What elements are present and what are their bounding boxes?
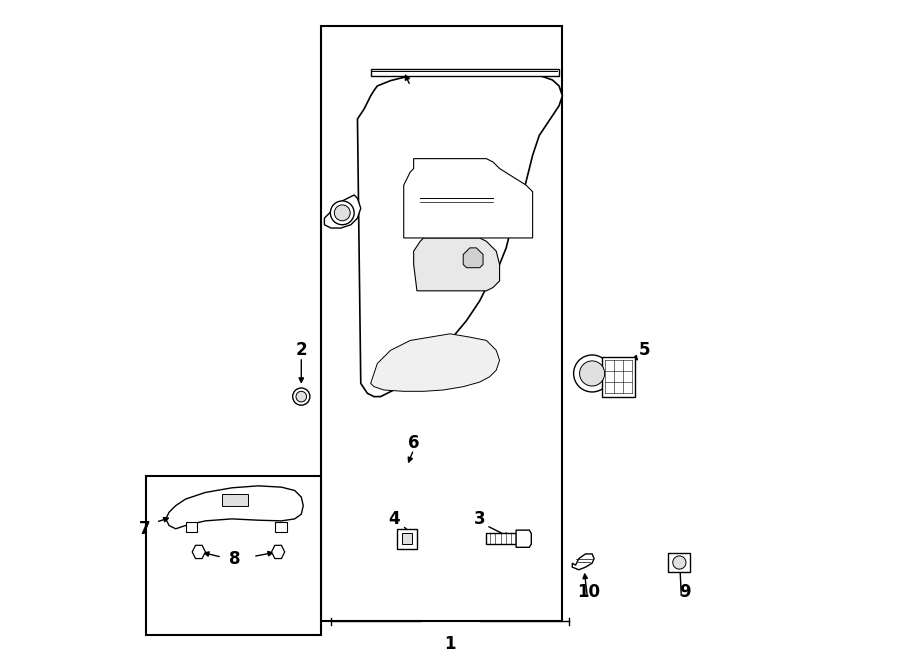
Bar	[222, 494, 248, 506]
Text: 5: 5	[639, 341, 651, 360]
Polygon shape	[464, 248, 483, 268]
Bar	[185, 522, 197, 532]
Polygon shape	[357, 72, 562, 397]
Circle shape	[573, 355, 610, 392]
Text: 1: 1	[445, 635, 455, 654]
Bar	[401, 533, 412, 544]
Text: 4: 4	[388, 510, 400, 528]
Polygon shape	[516, 530, 531, 547]
Text: 3: 3	[474, 510, 486, 528]
Bar	[486, 533, 516, 544]
Circle shape	[673, 556, 686, 569]
Bar	[274, 522, 287, 532]
Text: 2: 2	[295, 341, 307, 360]
Polygon shape	[371, 69, 559, 76]
Circle shape	[580, 361, 605, 386]
Polygon shape	[324, 195, 361, 228]
Polygon shape	[193, 545, 205, 559]
Circle shape	[330, 201, 355, 225]
Polygon shape	[404, 159, 533, 238]
Circle shape	[334, 205, 350, 221]
Bar	[321, 26, 562, 621]
Circle shape	[296, 391, 307, 402]
Text: 10: 10	[577, 582, 600, 601]
Text: 9: 9	[679, 582, 690, 601]
Text: 7: 7	[139, 520, 150, 538]
Polygon shape	[572, 554, 594, 570]
Bar	[146, 476, 321, 635]
Polygon shape	[414, 238, 500, 291]
Bar	[668, 553, 690, 572]
Text: 6: 6	[408, 434, 419, 452]
Polygon shape	[166, 486, 303, 529]
Bar	[397, 529, 417, 549]
Polygon shape	[371, 334, 500, 391]
Text: 8: 8	[230, 549, 241, 568]
Circle shape	[292, 388, 310, 405]
Polygon shape	[602, 357, 635, 397]
Polygon shape	[272, 545, 284, 559]
